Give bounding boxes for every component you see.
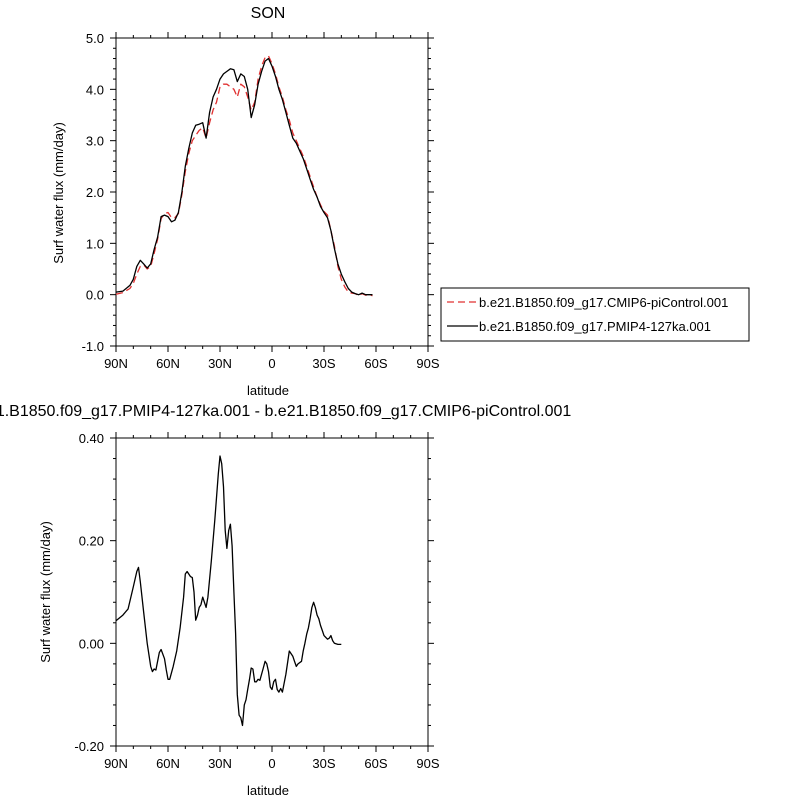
chart-top-ylabel: Surf water flux (mm/day) xyxy=(51,122,66,264)
chart-top-frame xyxy=(115,37,429,347)
chart-top-xtick-label: 60S xyxy=(364,356,387,371)
chart-bottom-xtick-label: 90N xyxy=(104,756,128,771)
chart-bottom-xlabel: latitude xyxy=(247,783,289,798)
chart-bottom: b.e21.B1850.f09_g17.PMIP4-127ka.001 - b.… xyxy=(0,403,571,798)
chart-top-ytick-label: 3.0 xyxy=(86,134,104,149)
chart-top-xtick-label: 90S xyxy=(416,356,439,371)
chart-top-xtick-label: 30N xyxy=(208,356,232,371)
chart-bottom-xtick-label: 0 xyxy=(268,756,275,771)
legend-label-127ka: b.e21.B1850.f09_g17.PMIP4-127ka.001 xyxy=(479,319,711,334)
chart-top-series-line-1 xyxy=(115,57,373,296)
chart-bottom-xtick-label: 60N xyxy=(156,756,180,771)
chart-top-xtick-label: 90N xyxy=(104,356,128,371)
chart-top-title: SON xyxy=(251,5,286,22)
chart-top-ytick-label: 4.0 xyxy=(86,82,104,97)
chart-bottom-frame xyxy=(115,437,429,747)
chart-top-ytick-label: 2.0 xyxy=(86,185,104,200)
chart-bottom-xtick-label: 60S xyxy=(364,756,387,771)
chart-top-ytick-label: 5.0 xyxy=(86,31,104,46)
chart-top-ytick-label: 0.0 xyxy=(86,288,104,303)
chart-bottom-ytick-label: -0.20 xyxy=(74,739,104,754)
chart-bottom-ytick-label: 0.40 xyxy=(79,431,104,446)
chart-top-xlabel: latitude xyxy=(247,383,289,398)
chart-bottom-ytick-label: 0.20 xyxy=(79,534,104,549)
chart-top: SON 90N 60N 30N 0 30S 60S 90S -1.0 0.0 1.0 2.0 3.0 4… xyxy=(51,5,440,398)
chart-top-xtick-label: 30S xyxy=(312,356,335,371)
chart-bottom-series-line-0 xyxy=(115,455,342,727)
chart-top-plot-area: 90N 60N 30N 0 30S 60S 90S -1.0 0.0 1.0 2.0 3.0 4.0 5.… xyxy=(82,31,440,371)
chart-bottom-xtick-label: 30S xyxy=(312,756,335,771)
chart-top-xtick-label: 60N xyxy=(156,356,180,371)
chart-bottom-ytick-label: 0.00 xyxy=(79,636,104,651)
chart-bottom-xtick-label: 90S xyxy=(416,756,439,771)
chart-bottom-title: b.e21.B1850.f09_g17.PMIP4-127ka.001 - b.… xyxy=(0,403,571,420)
chart-bottom-xtick-label: 30N xyxy=(208,756,232,771)
chart-top-xtick-label: 0 xyxy=(268,356,275,371)
chart-top-ytick-label: 1.0 xyxy=(86,236,104,251)
chart-bottom-plot-area: 90N 60N 30N 0 30S 60S 90S -0.20 0.00 0.20 0.40 xyxy=(74,431,440,771)
legend-label-picontrol: b.e21.B1850.f09_g17.CMIP6-piControl.001 xyxy=(479,295,728,310)
chart-top-series-line-0 xyxy=(115,55,373,297)
chart-top-ytick-label: -1.0 xyxy=(82,339,104,354)
chart-top-legend: b.e21.B1850.f09_g17.CMIP6-piControl.001 … xyxy=(440,287,750,342)
legend-box xyxy=(440,287,750,342)
chart-bottom-ylabel: Surf water flux (mm/day) xyxy=(38,521,53,663)
